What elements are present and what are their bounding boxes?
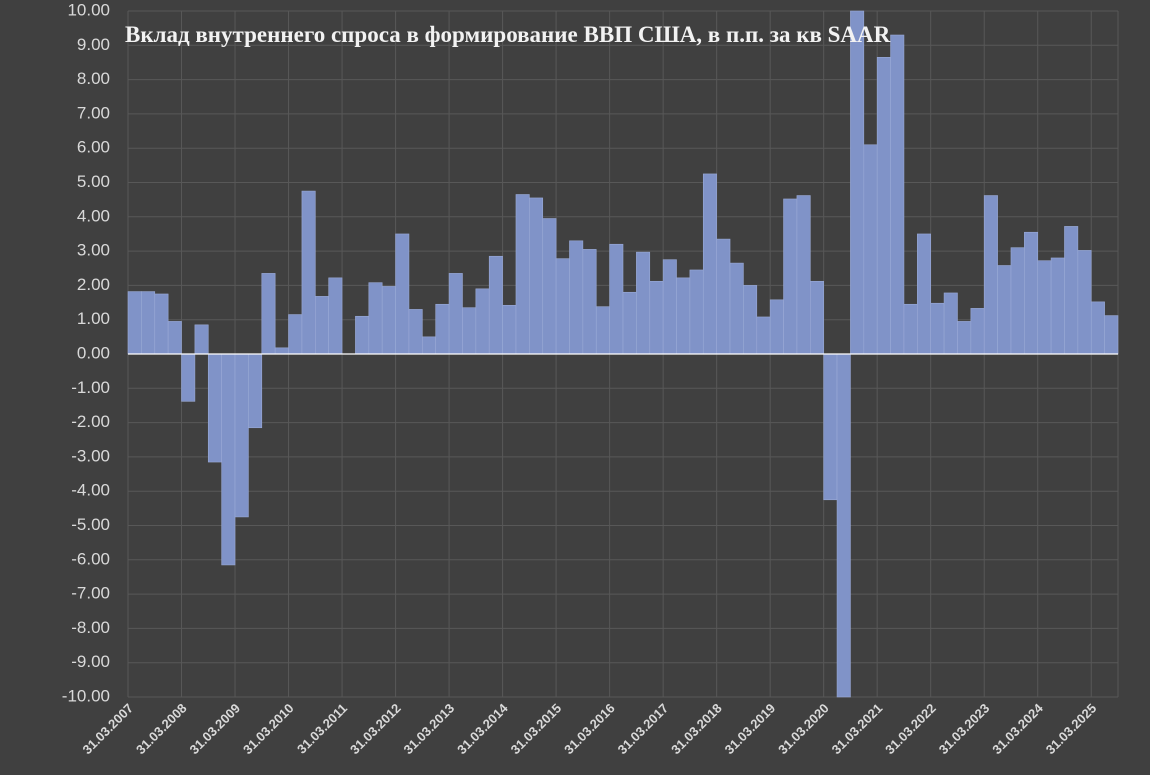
bar <box>529 197 544 355</box>
bar <box>234 353 249 518</box>
bar <box>903 303 918 355</box>
bar <box>1024 231 1039 355</box>
y-tick-label: -1.00 <box>71 378 110 397</box>
bar <box>261 273 276 355</box>
bar <box>355 315 370 355</box>
bar <box>930 302 945 355</box>
y-tick-label: 2.00 <box>77 275 110 294</box>
y-tick-label: 7.00 <box>77 103 110 122</box>
chart-title: Вклад внутреннего спроса в формирование … <box>125 22 891 47</box>
bar <box>194 324 209 355</box>
bar <box>1010 247 1025 355</box>
bar <box>582 249 597 355</box>
bar <box>154 293 169 355</box>
bar <box>783 198 798 355</box>
bar <box>636 251 651 355</box>
y-tick-label: 0.00 <box>77 343 110 362</box>
bar <box>716 238 731 355</box>
bar <box>863 144 878 355</box>
bar <box>729 262 744 355</box>
bar <box>1077 250 1092 355</box>
bar <box>836 353 851 698</box>
y-tick-label: -2.00 <box>71 412 110 431</box>
y-tick-label: 6.00 <box>77 138 110 157</box>
bar <box>395 233 410 355</box>
y-tick-label: 1.00 <box>77 309 110 328</box>
bar <box>1104 315 1119 355</box>
y-tick-label: -10.00 <box>62 686 110 705</box>
y-tick-label: -4.00 <box>71 481 110 500</box>
bar <box>662 259 677 355</box>
bar <box>676 277 691 355</box>
y-tick-label: -6.00 <box>71 549 110 568</box>
bar <box>689 269 704 355</box>
bar <box>488 255 503 355</box>
bar <box>957 321 972 355</box>
bar <box>850 10 865 355</box>
y-tick-label: -8.00 <box>71 618 110 637</box>
bar <box>555 258 570 355</box>
y-tick-label: -9.00 <box>71 652 110 671</box>
bar <box>448 273 463 355</box>
bar <box>288 314 303 355</box>
bar <box>876 57 891 355</box>
y-tick-label: -5.00 <box>71 515 110 534</box>
bar <box>609 243 624 355</box>
y-tick-label: 9.00 <box>77 35 110 54</box>
y-tick-label: 10.00 <box>67 0 110 19</box>
y-tick-label: 8.00 <box>77 69 110 88</box>
bar <box>997 265 1012 355</box>
bar <box>743 285 758 355</box>
bar <box>1090 301 1105 355</box>
bar <box>381 286 396 355</box>
bar <box>756 316 771 355</box>
bar <box>1050 257 1065 355</box>
bar <box>328 277 343 355</box>
bar <box>890 34 905 355</box>
bar <box>502 304 517 355</box>
bar <box>569 240 584 355</box>
bar <box>943 292 958 355</box>
bar <box>435 303 450 355</box>
bar <box>475 288 490 355</box>
y-tick-label: 4.00 <box>77 206 110 225</box>
bars <box>127 10 1119 698</box>
bar <box>462 307 477 355</box>
bar <box>422 336 437 355</box>
bar <box>796 195 811 355</box>
bar <box>917 233 932 355</box>
bar <box>301 190 316 355</box>
bar <box>809 280 824 355</box>
bar <box>702 173 717 355</box>
bar <box>970 308 985 355</box>
bar <box>167 321 182 355</box>
bar <box>141 291 156 355</box>
bar <box>649 280 664 355</box>
bar <box>181 353 196 402</box>
bar <box>1037 260 1052 355</box>
bar <box>248 353 263 429</box>
bar <box>408 309 423 355</box>
bar <box>542 218 557 355</box>
bar <box>515 194 530 355</box>
bar <box>368 282 383 355</box>
bar <box>274 347 289 355</box>
y-tick-label: -7.00 <box>71 584 110 603</box>
bar <box>622 291 637 355</box>
bar <box>769 299 784 355</box>
y-tick-label: 5.00 <box>77 172 110 191</box>
bar <box>127 291 142 355</box>
bar <box>595 306 610 355</box>
y-tick-label: 3.00 <box>77 241 110 260</box>
bar <box>1064 226 1079 355</box>
bar <box>221 353 236 566</box>
bar <box>983 195 998 355</box>
bar <box>314 296 329 355</box>
bar <box>823 353 838 501</box>
bar <box>207 353 222 463</box>
y-tick-label: -3.00 <box>71 446 110 465</box>
